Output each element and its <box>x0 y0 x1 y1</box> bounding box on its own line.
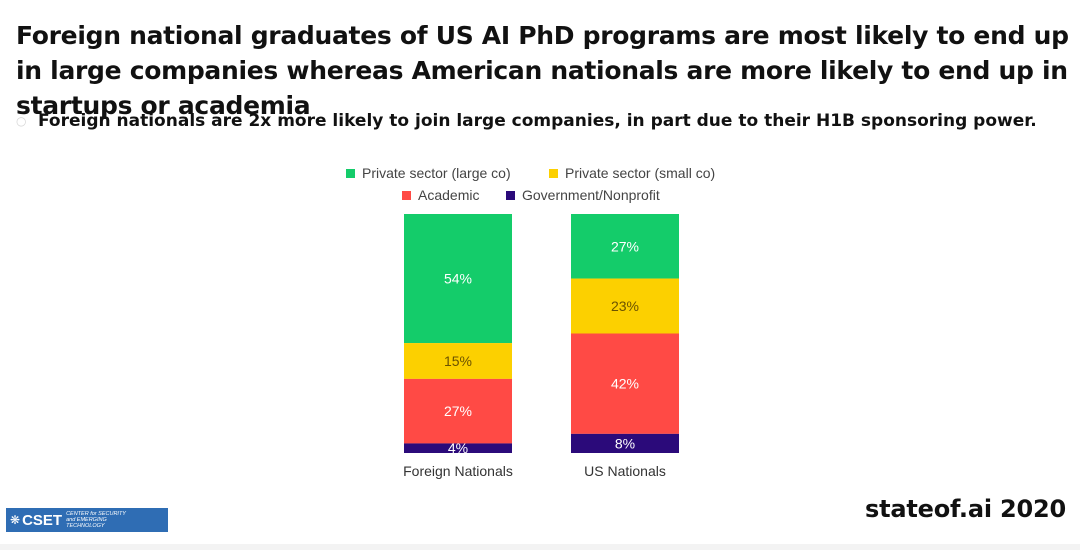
data-label-us-nationals-private-sector-large-co: 27% <box>611 238 639 254</box>
x-tick-label-us-nationals: US Nationals <box>584 463 666 479</box>
subtitle: ○ Foreign nationals are 2x more likely t… <box>16 109 1076 133</box>
page-title: Foreign national graduates of US AI PhD … <box>16 21 1069 120</box>
bar-us-nationals-private-sector-large-co <box>571 214 679 279</box>
legend-swatch-academic <box>402 191 411 200</box>
x-tick-label-foreign-nationals: Foreign Nationals <box>403 463 513 479</box>
logo-tagline: CENTER for SECURITY and EMERGING TECHNOL… <box>66 511 126 529</box>
data-label-us-nationals-academic: 42% <box>611 376 639 392</box>
legend-swatch-private-sector-small-co <box>549 169 558 178</box>
bullet-icon: ○ <box>16 114 27 128</box>
cset-logo: ❋ CSET CENTER for SECURITY and EMERGING … <box>6 508 168 532</box>
legend-label-private-sector-small-co: Private sector (small co) <box>565 165 715 181</box>
source-label: stateof.ai 2020 <box>864 495 1066 523</box>
legend-label-government-nonprofit: Government/Nonprofit <box>522 187 660 203</box>
bar-foreign-nationals-academic <box>404 378 512 444</box>
bottom-rule <box>0 544 1080 550</box>
logo-name: CSET <box>22 511 63 529</box>
data-label-foreign-nationals-government-nonprofit: 4% <box>448 440 468 456</box>
bar-foreign-nationals-private-sector-small-co <box>404 343 512 379</box>
legend-label-academic: Academic <box>418 187 479 203</box>
bar-foreign-nationals-private-sector-large-co <box>404 214 512 344</box>
bar-us-nationals-private-sector-small-co <box>571 278 679 334</box>
bar-us-nationals-government-nonprofit <box>571 433 679 453</box>
legend-label-private-sector-large-co: Private sector (large co) <box>362 165 511 181</box>
bar-us-nationals-academic <box>571 333 679 434</box>
data-label-us-nationals-private-sector-small-co: 23% <box>611 298 639 314</box>
cset-logo-icon: ❋ <box>10 513 21 527</box>
legend-swatch-private-sector-large-co <box>346 169 355 178</box>
data-label-foreign-nationals-academic: 27% <box>444 403 472 419</box>
data-label-foreign-nationals-private-sector-large-co: 54% <box>444 271 472 287</box>
data-label-us-nationals-government-nonprofit: 8% <box>615 435 635 451</box>
data-label-foreign-nationals-private-sector-small-co: 15% <box>444 353 472 369</box>
bar-foreign-nationals-government-nonprofit <box>404 443 512 453</box>
legend-swatch-government-nonprofit <box>506 191 515 200</box>
subtitle-text: Foreign nationals are 2x more likely to … <box>38 111 1037 131</box>
